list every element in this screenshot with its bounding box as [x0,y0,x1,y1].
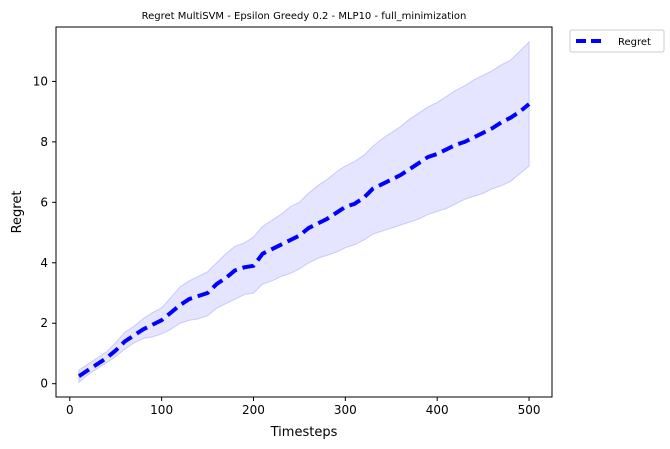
legend-box [569,29,665,53]
legend-label-regret: Regret [618,37,651,48]
plot-frame [55,26,553,398]
series-line-regret [77,102,531,378]
x-tick-label: 500 [518,403,541,417]
y-axis: 0 2 4 6 8 10 [33,74,56,391]
confidence-band [78,40,530,384]
legend: Regret [569,29,665,53]
y-tick-label: 4 [40,256,48,270]
y-axis-label: Regret [10,191,25,234]
x-tick-label: 0 [66,403,74,417]
x-tick-label: 300 [334,403,357,417]
x-tick-label: 100 [150,403,173,417]
x-axis-label: Timesteps [270,425,338,440]
x-tick-label: 400 [426,403,449,417]
y-tick-label: 0 [40,377,48,391]
plot-area [77,40,531,384]
x-axis: 0 100 200 300 400 500 [66,397,541,417]
y-tick-label: 2 [40,316,48,330]
y-tick-label: 8 [40,135,48,149]
x-tick-label: 200 [242,403,265,417]
y-tick-label: 6 [40,195,48,209]
chart-title: Regret MultiSVM - Epsilon Greedy 0.2 - M… [142,11,467,22]
y-tick-label: 10 [33,74,48,88]
